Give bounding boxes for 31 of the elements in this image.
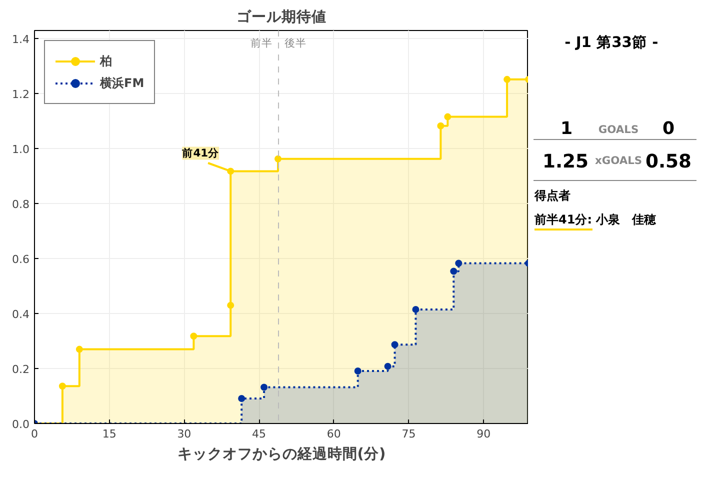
y-tick-label: 0.2 (12, 363, 30, 376)
text: - J1 第33節 - (564, 34, 658, 51)
text: xGOALS (594, 154, 642, 167)
legend-label: 柏 (100, 52, 113, 70)
y-tick-label: 1.2 (12, 88, 30, 102)
annotation: 前半 (250, 36, 273, 50)
y-tick-label: 0.8 (12, 198, 30, 212)
y-tick-label: 1.4 (12, 33, 30, 46)
x-tick-label: 45 (252, 428, 266, 440)
y-tick-label: 0.4 (12, 308, 30, 322)
y-tick-label: 0.0 (12, 418, 30, 431)
text: 前半41分: 小泉 佳穂 (534, 212, 658, 226)
text: 得点者 (534, 188, 570, 202)
chart-title: ゴール期待値 (236, 8, 326, 26)
x-tick-label: 75 (402, 428, 416, 440)
y-tick-label: 1.0 (12, 143, 30, 156)
x-tick-label: 0 (31, 428, 38, 440)
x-tick-label: 30 (177, 428, 192, 440)
x-tick-label: 90 (476, 428, 491, 440)
text: 0.58 (645, 152, 692, 172)
y-tick-label: 0.6 (12, 253, 30, 266)
text: 1 (560, 119, 573, 139)
annotation: 後半 (284, 36, 307, 50)
x-tick-label: 15 (102, 428, 116, 440)
x-tick-label: 60 (326, 428, 341, 440)
annotation: 前41分 (181, 146, 220, 160)
text: GOALS (598, 123, 639, 136)
text: 0 (662, 119, 675, 139)
x-axis-title: キックオフからの経過時間(分) (177, 446, 386, 462)
legend-label: 横浜FM (100, 74, 144, 92)
text: 1.25 (542, 152, 589, 172)
